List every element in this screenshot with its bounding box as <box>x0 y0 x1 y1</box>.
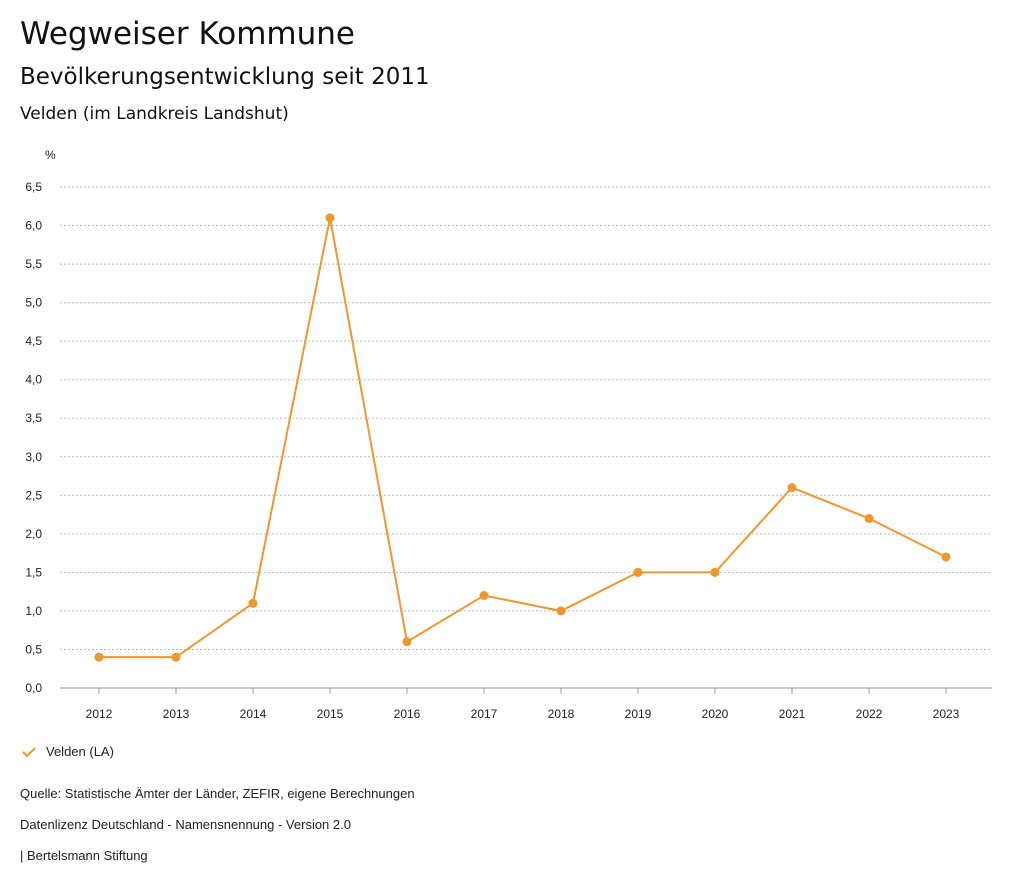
y-tick-label: 3,0 <box>25 450 42 464</box>
x-tick-label: 2020 <box>702 707 729 721</box>
series-line-velden <box>99 217 947 659</box>
series-group <box>94 213 951 662</box>
data-point <box>479 591 489 601</box>
page-title: Wegweiser Kommune <box>20 16 355 52</box>
x-tick-label: 2014 <box>240 707 267 721</box>
data-point <box>787 483 797 493</box>
x-axis-ticks: 2012 2013 2014 2015 2016 2017 2018 2019 2020 2021… <box>86 688 960 721</box>
y-tick-label: 1,0 <box>25 604 42 618</box>
y-tick-label: 1,5 <box>25 565 42 579</box>
publisher-note: | Bertelsmann Stiftung <box>20 848 148 863</box>
y-tick-label: 0,0 <box>25 681 42 695</box>
y-tick-label: 5,5 <box>25 257 42 271</box>
y-tick-label: 3,5 <box>25 411 42 425</box>
data-point <box>402 637 412 647</box>
legend-item-velden[interactable]: Velden (LA) <box>22 744 114 759</box>
x-tick-label: 2017 <box>471 707 498 721</box>
source-note: Quelle: Statistische Ämter der Länder, Z… <box>20 786 415 801</box>
data-point <box>633 567 643 577</box>
legend-label: Velden (LA) <box>46 744 114 759</box>
x-tick-label: 2019 <box>625 707 652 721</box>
line-chart: % 0,0 0,5 1,0 1,5 2,0 2,5 3,0 3,5 4,0 4,5 5,0 5,5 6,… <box>25 148 992 721</box>
data-point <box>710 567 720 577</box>
x-tick-label: 2018 <box>548 707 575 721</box>
y-tick-label: 5,0 <box>25 296 42 310</box>
data-point <box>556 606 566 616</box>
license-note: Datenlizenz Deutschland - Namensnennung … <box>20 817 351 832</box>
y-tick-label: 2,5 <box>25 488 42 502</box>
x-tick-label: 2021 <box>779 707 806 721</box>
data-point <box>864 513 874 523</box>
x-tick-label: 2022 <box>856 707 883 721</box>
check-icon <box>22 746 36 757</box>
y-tick-label: 4,5 <box>25 334 42 348</box>
data-point <box>248 598 258 608</box>
y-tick-label: 2,0 <box>25 527 42 541</box>
y-axis-ticks: 0,0 0,5 1,0 1,5 2,0 2,5 3,0 3,5 4,0 4,5 5,0 5,5 6,0 6… <box>25 180 42 695</box>
y-tick-label: 6,5 <box>25 180 42 194</box>
region-label: Velden (im Landkreis Landshut) <box>20 104 289 124</box>
x-tick-label: 2023 <box>933 707 960 721</box>
x-tick-label: 2016 <box>394 707 421 721</box>
y-axis-label: % <box>45 148 56 162</box>
chart-subtitle: Bevölkerungsentwicklung seit 2011 <box>20 64 430 90</box>
data-point <box>171 652 181 662</box>
data-point <box>941 552 951 562</box>
y-tick-label: 0,5 <box>25 642 42 656</box>
y-tick-label: 6,0 <box>25 219 42 233</box>
y-tick-label: 4,0 <box>25 373 42 387</box>
grid-lines <box>60 186 992 689</box>
data-point <box>94 652 104 662</box>
data-point <box>325 213 335 223</box>
x-tick-label: 2013 <box>163 707 190 721</box>
x-tick-label: 2012 <box>86 707 113 721</box>
x-tick-label: 2015 <box>317 707 344 721</box>
